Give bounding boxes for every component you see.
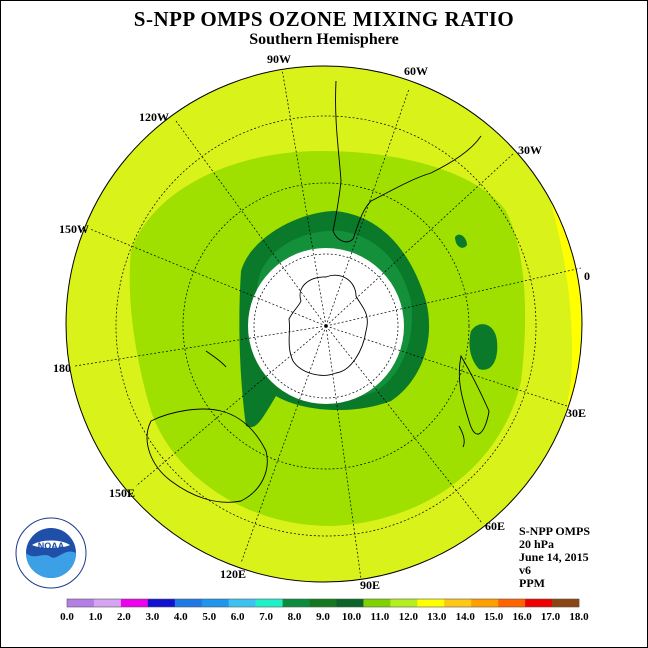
- lon-label-60e: 60E: [485, 519, 505, 533]
- lon-label-150e: 150E: [109, 486, 135, 500]
- noaa-logo-icon: NOAA: [15, 517, 87, 589]
- colorbar-cell: [255, 599, 283, 607]
- svg-text:NOAA: NOAA: [38, 541, 65, 551]
- colorbar-tick-label: 2.0: [117, 611, 131, 623]
- antarctica-coast: [288, 274, 368, 376]
- coastlines: [146, 80, 490, 503]
- south-america-coast: [332, 80, 482, 243]
- colorbar-cell: [552, 599, 580, 607]
- colorbar-tick-label: 16.0: [512, 611, 532, 623]
- colorbar-cell: [228, 599, 256, 607]
- lon-label-0: 0: [584, 269, 590, 283]
- colorbar-tick-label: 9.0: [316, 611, 330, 623]
- colorbar-cell: [498, 599, 526, 607]
- colorbar-tick-label: 1.0: [89, 611, 103, 623]
- product-info: S-NPP OMPS 20 hPa June 14, 2015 v6 PPM: [519, 525, 590, 590]
- lon-label-30e: 30E: [566, 406, 586, 420]
- colorbar-cell: [67, 599, 95, 607]
- colorbar-cell: [174, 599, 203, 607]
- colorbar-cell: [336, 599, 364, 607]
- lon-label-60w: 60W: [404, 64, 428, 78]
- colorbar-frame: [66, 598, 580, 608]
- colorbar-tick-label: 8.0: [288, 611, 302, 623]
- colorbar-cell: [93, 599, 122, 607]
- colorbar-tick-label: 18.0: [569, 611, 589, 623]
- colorbar-tick-label: 14.0: [456, 611, 476, 623]
- info-level: 20 hPa: [519, 537, 555, 551]
- lon-label-150w: 150W: [59, 222, 89, 236]
- colorbar-cell: [363, 599, 391, 607]
- colorbar-tick-label: 17.0: [541, 611, 561, 623]
- noaa-logo: NOAA: [15, 517, 87, 594]
- africa-coast: [458, 354, 490, 435]
- longitude-grid: [74, 68, 582, 580]
- colorbar-cell: [120, 599, 149, 607]
- globe-outline: [65, 65, 583, 583]
- colorbar-tick-label: 0.0: [60, 611, 74, 623]
- colorbar-tick-label: 11.0: [371, 611, 390, 623]
- lon-label-90e: 90E: [360, 578, 380, 592]
- colorbar-tick-label: 7.0: [259, 611, 273, 623]
- lon-label-30w: 30W: [518, 143, 542, 157]
- colorbar-tick-label: 12.0: [399, 611, 419, 623]
- info-version: v6: [519, 563, 531, 577]
- colorbar-cell: [147, 599, 176, 607]
- colorbar-cell: [390, 599, 418, 607]
- colorbar-tick-label: 10.0: [342, 611, 362, 623]
- colorbar-tick-label: 13.0: [427, 611, 447, 623]
- colorbar-tick-label: 15.0: [484, 611, 504, 623]
- colorbar-cell: [471, 599, 499, 607]
- map-title: S-NPP OMPS OZONE MIXING RATIO: [133, 7, 515, 31]
- info-units: PPM: [519, 576, 545, 590]
- field-9-10-patch2: [455, 234, 467, 248]
- colorbar-cell: [201, 599, 229, 607]
- australia-coast: [146, 408, 268, 503]
- colorbar-tick-label: 3.0: [145, 611, 159, 623]
- info-instrument: S-NPP OMPS: [519, 524, 590, 538]
- info-date: June 14, 2015: [519, 550, 589, 564]
- madagascar-coast: [458, 425, 465, 448]
- lon-label-180: 180: [53, 361, 71, 375]
- colorbar-cell: [417, 599, 445, 607]
- map-subtitle: Southern Hemisphere: [249, 31, 399, 48]
- colorbar-cell: [444, 599, 472, 607]
- latitude-grid: [115, 115, 537, 537]
- lon-label-120w: 120W: [139, 110, 169, 124]
- longitude-labels: 90W 60W 30W 0 30E 60E 90E 120E 150E 180 …: [53, 52, 590, 592]
- new-zealand-coast: [205, 350, 227, 368]
- colorbar-cell: [282, 599, 310, 607]
- lon-label-90w: 90W: [267, 52, 291, 66]
- colorbar-cell: [309, 599, 337, 607]
- colorbar-cell: [525, 599, 553, 607]
- colorbar-tick-label: 4.0: [174, 611, 188, 623]
- colorbar-tick-label: 5.0: [202, 611, 216, 623]
- field-9-10-patch: [469, 324, 498, 370]
- lon-label-120e: 120E: [220, 567, 246, 581]
- colorbar-tick-label: 6.0: [231, 611, 245, 623]
